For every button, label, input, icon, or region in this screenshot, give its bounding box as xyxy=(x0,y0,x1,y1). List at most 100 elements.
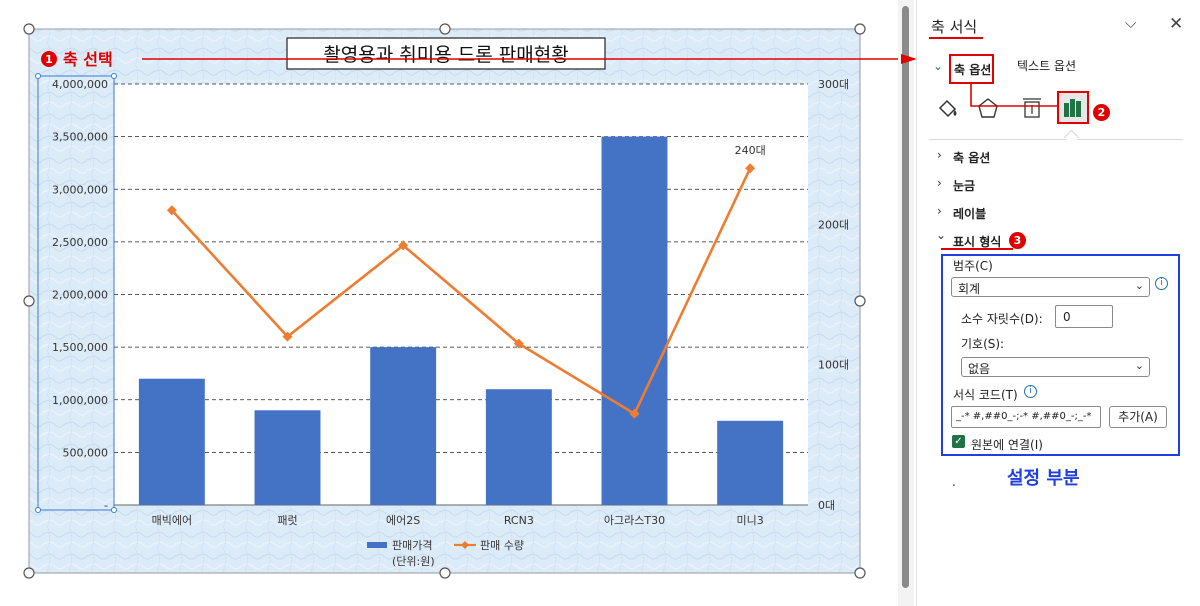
info-icon[interactable]: i xyxy=(1024,385,1037,398)
collapse-pane-icon[interactable]: ⌵ xyxy=(1125,14,1137,32)
number-format-settings-box xyxy=(941,254,1180,456)
legend-item-price-unit: (단위:원) xyxy=(392,555,435,568)
line-point[interactable] xyxy=(513,338,524,349)
line-series[interactable] xyxy=(166,163,756,419)
line-point[interactable] xyxy=(166,205,177,216)
x-axis[interactable]: 매빅에어 패럿 에어2S RCN3 아그라스T30 미니3 xyxy=(152,514,764,527)
y2-tick-label: 100대 xyxy=(818,359,849,372)
step-2-connector xyxy=(970,84,1059,107)
y-axis-right[interactable]: 0대 100대 200대 300대 xyxy=(818,78,849,512)
line-point[interactable] xyxy=(629,408,640,419)
bar[interactable] xyxy=(485,389,552,505)
line-point[interactable] xyxy=(282,331,293,342)
section-number-underline xyxy=(941,248,1013,250)
pentagon-icon xyxy=(978,98,998,118)
x-tick-label: 미니3 xyxy=(737,514,764,527)
y-tick-label: 1,000,000 xyxy=(52,394,108,407)
bar[interactable] xyxy=(138,378,205,505)
chart-resize-handles[interactable] xyxy=(23,23,866,579)
chevron-down-icon: ⌄ xyxy=(933,59,944,73)
step-2-badge: 2 xyxy=(1093,104,1110,121)
section-tick-marks[interactable]: 눈금 xyxy=(953,179,976,193)
category-select-value: 회계 xyxy=(958,282,981,296)
x-tick-label: 패럿 xyxy=(277,514,297,527)
section-number[interactable]: 표시 형식 xyxy=(953,235,1002,249)
category-select[interactable]: 회계 ⌄ xyxy=(951,277,1150,297)
category-label: 범주(C) xyxy=(953,259,993,273)
y-axis-left[interactable]: - 500,000 1,000,000 1,500,000 2,000,000 2,500… xyxy=(52,78,108,512)
data-label[interactable]: 240대 xyxy=(735,144,766,157)
tab-axis-options-label: 축 옵션 xyxy=(954,63,992,77)
format-code-label: 서식 코드(T) xyxy=(953,388,1018,402)
bar-chart-icon xyxy=(1064,99,1081,117)
symbol-select[interactable]: 없음 ⌄ xyxy=(961,357,1150,377)
y-tick-label: 4,000,000 xyxy=(52,78,108,91)
close-icon[interactable]: ✕ xyxy=(1169,14,1184,34)
chevron-down-icon: ⌄ xyxy=(1134,279,1144,292)
y2-tick-label: 300대 xyxy=(818,78,849,91)
y-tick-label: - xyxy=(104,499,108,512)
stray-dot: . xyxy=(952,475,956,489)
symbol-select-value: 없음 xyxy=(968,362,991,376)
link-to-source-label: 원본에 연결(I) xyxy=(971,438,1043,452)
x-tick-label: 매빅에어 xyxy=(152,514,192,527)
y-tick-label: 500,000 xyxy=(63,446,109,459)
line-point[interactable] xyxy=(745,163,756,174)
decimal-places-input[interactable]: 0 xyxy=(1055,305,1113,328)
effects-tab[interactable] xyxy=(975,96,1001,122)
decimal-places-label: 소수 자릿수(D): xyxy=(961,312,1043,326)
x-tick-label: 에어2S xyxy=(386,514,420,527)
section-axis-options[interactable]: 축 옵션 xyxy=(953,151,991,165)
legend-item-qty: 판매 수량 xyxy=(480,539,524,552)
section-labels[interactable]: 레이블 xyxy=(953,207,987,221)
format-code-value: _-* #,##0_-;-* #,##0_-;_-* xyxy=(956,411,1092,422)
format-code-input[interactable]: _-* #,##0_-;-* #,##0_-;_-* xyxy=(951,406,1101,428)
pane-title-underline xyxy=(929,37,983,39)
info-icon[interactable]: i xyxy=(1155,277,1168,290)
symbol-label: 기호(S): xyxy=(961,337,1005,351)
y-tick-label: 3,000,000 xyxy=(52,183,108,196)
step-1-number: 1 xyxy=(45,53,53,66)
y-tick-label: 3,500,000 xyxy=(52,131,108,144)
decimal-places-value: 0 xyxy=(1063,310,1071,324)
pane-title: 축 서식 xyxy=(931,18,978,36)
axis-options-tab[interactable] xyxy=(1057,91,1089,124)
bar[interactable] xyxy=(601,136,668,505)
line-point[interactable] xyxy=(398,240,409,251)
add-format-button[interactable]: 추가(A) xyxy=(1109,406,1167,428)
bar[interactable] xyxy=(717,420,784,505)
chart[interactable]: - 500,000 1,000,000 1,500,000 2,000,000 2,500… xyxy=(0,0,898,606)
size-properties-icon xyxy=(1023,98,1041,118)
chevron-down-icon: ⌄ xyxy=(1134,359,1144,372)
y-tick-label: 1,500,000 xyxy=(52,341,108,354)
paint-bucket-icon xyxy=(938,99,957,118)
y2-tick-label: 200대 xyxy=(818,218,849,231)
section-chevron-icon: › xyxy=(937,148,942,162)
y-tick-label: 2,500,000 xyxy=(52,236,108,249)
line-path[interactable] xyxy=(170,167,752,416)
settings-caption: 설정 부분 xyxy=(1007,468,1080,489)
legend-line-marker xyxy=(461,541,469,549)
worksheet-area: - 500,000 1,000,000 1,500,000 2,000,000 2,500… xyxy=(0,0,898,606)
fill-line-tab[interactable] xyxy=(935,96,961,122)
chart-title[interactable]: 촬영용과 취미용 드론 판매현황 xyxy=(323,44,568,66)
bar[interactable] xyxy=(370,347,437,505)
x-tick-label: RCN3 xyxy=(504,514,534,527)
tab-text-options[interactable]: 텍스트 옵션 xyxy=(1017,59,1077,73)
vertical-scrollbar-thumb[interactable] xyxy=(902,6,909,588)
bar-series[interactable] xyxy=(138,136,784,505)
axis-selection-handles[interactable] xyxy=(35,73,117,513)
step-1-label: 축 선택 xyxy=(63,50,113,69)
tab-axis-options[interactable]: 축 옵션 xyxy=(949,54,994,84)
size-properties-tab[interactable] xyxy=(1019,96,1045,122)
bar[interactable] xyxy=(254,410,321,505)
y2-tick-label: 0대 xyxy=(818,499,835,512)
step-1-badge xyxy=(41,51,57,67)
format-axis-pane: 축 서식 ⌵ ✕ ⌄ 축 옵션 텍스트 옵션 2 xyxy=(916,0,1200,606)
x-tick-label: 아그라스T30 xyxy=(604,514,665,527)
legend-bar-swatch xyxy=(367,542,387,548)
section-expanded-icon: ⌄ xyxy=(936,228,947,242)
step-1-arrow xyxy=(901,54,917,64)
link-to-source-checkbox[interactable]: ✓ xyxy=(952,435,965,448)
pane-divider xyxy=(929,139,1183,140)
